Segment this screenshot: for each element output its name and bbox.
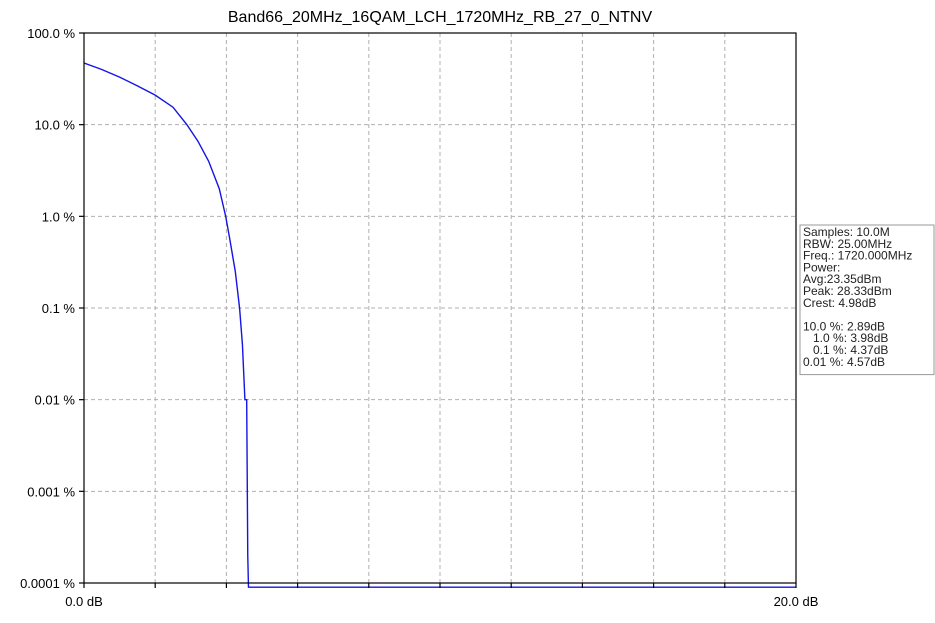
chart-title: Band66_20MHz_16QAM_LCH_1720MHz_RB_27_0_N…: [228, 9, 653, 26]
info-line: Avg:23.35dBm: [803, 272, 882, 286]
info-line: Samples: 10.0M: [803, 225, 890, 239]
info-line: RBW: 25.00MHz: [803, 237, 892, 251]
series-layer: [84, 62, 796, 588]
info-line: 10.0 %: 2.89dB: [803, 319, 885, 333]
ccdf-series-line: [84, 62, 796, 588]
info-line: 0.01 %: 4.57dB: [803, 355, 885, 369]
grid: [84, 33, 796, 583]
tick-labels: 0.0 dB 20.0 dB 100.0 % 10.0 % 1.0 % 0.1 % 0.01…: [20, 26, 818, 609]
y-tick-label: 0.001 %: [27, 484, 75, 499]
y-tick-label: 1.0 %: [42, 209, 76, 224]
info-line: Power:: [803, 260, 840, 274]
y-tick-label: 0.1 %: [42, 301, 76, 316]
x-tick-label: 0.0 dB: [65, 594, 103, 609]
ticks-layer: [79, 32, 797, 588]
info-line: 0.1 %: 4.37dB: [803, 343, 888, 357]
y-tick-label: 0.0001 %: [20, 576, 75, 591]
info-line: 1.0 %: 3.98dB: [803, 331, 888, 345]
info-line: Freq.: 1720.000MHz: [803, 249, 912, 263]
info-line: Crest: 4.98dB: [803, 296, 876, 310]
info-box-frame: [799, 224, 935, 376]
y-tick-label: 0.01 %: [35, 393, 76, 408]
x-tick-label: 20.0 dB: [774, 594, 819, 609]
info-line: Peak: 28.33dBm: [803, 284, 892, 298]
y-tick-label: 100.0 %: [27, 26, 75, 41]
y-tick-label: 10.0 %: [35, 118, 76, 133]
